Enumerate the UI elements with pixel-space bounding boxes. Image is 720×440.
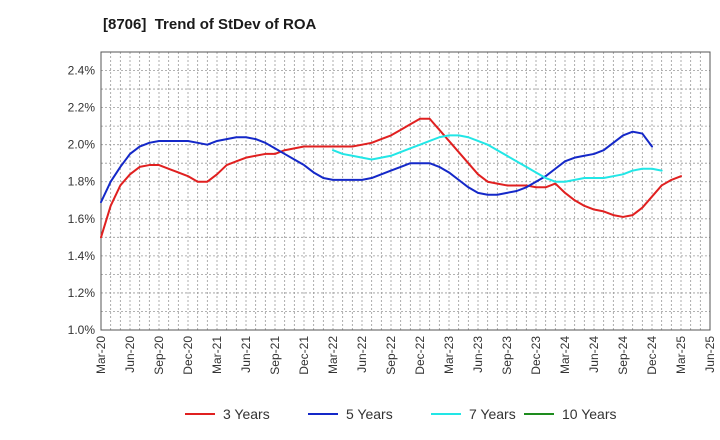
y-tick-label: 1.2%: [68, 286, 96, 300]
y-tick-label: 1.8%: [68, 175, 96, 189]
legend-label: 10 Years: [562, 406, 617, 422]
chart-title: [8706] Trend of StDev of ROA: [103, 16, 317, 33]
x-tick-label: Jun-24: [587, 336, 601, 373]
x-tick-label: Mar-22: [326, 336, 340, 374]
y-tick-label: 1.4%: [68, 249, 96, 263]
legend-label: 5 Years: [346, 406, 393, 422]
x-tick-label: Jun-20: [123, 336, 137, 373]
series-line-5-years: [100, 130, 653, 204]
series-line-3-years: [100, 117, 682, 239]
x-tick-label: Sep-24: [616, 336, 630, 375]
legend-label: 7 Years: [469, 406, 516, 422]
plot-area: [101, 52, 710, 330]
x-tick-label: Sep-22: [384, 336, 398, 375]
y-tick-label: 2.4%: [68, 64, 96, 78]
y-tick-label: 2.0%: [68, 138, 96, 152]
x-tick-label: Dec-20: [181, 336, 195, 375]
y-tick-label: 1.6%: [68, 212, 96, 226]
x-tick-label: Jun-25: [703, 336, 717, 373]
x-tick-label: Dec-22: [413, 336, 427, 375]
y-tick-label: 1.0%: [68, 323, 96, 337]
x-tick-label: Mar-21: [210, 336, 224, 374]
x-tick-label: Sep-21: [268, 336, 282, 375]
series-line-7-years: [332, 134, 663, 183]
x-tick-label: Sep-20: [152, 336, 166, 375]
x-tick-label: Sep-23: [500, 336, 514, 375]
x-tick-label: Jun-23: [471, 336, 485, 373]
legend-label: 3 Years: [223, 406, 270, 422]
y-tick-label: 2.2%: [68, 101, 96, 115]
x-tick-label: Mar-23: [442, 336, 456, 374]
x-tick-label: Dec-23: [529, 336, 543, 375]
x-tick-label: Jun-21: [239, 336, 253, 373]
x-tick-label: Mar-24: [558, 336, 572, 374]
x-tick-label: Dec-24: [645, 336, 659, 375]
x-tick-label: Mar-25: [674, 336, 688, 374]
x-tick-label: Mar-20: [94, 336, 108, 374]
x-tick-label: Jun-22: [355, 336, 369, 373]
x-tick-label: Dec-21: [297, 336, 311, 375]
plot-border: [100, 51, 711, 331]
